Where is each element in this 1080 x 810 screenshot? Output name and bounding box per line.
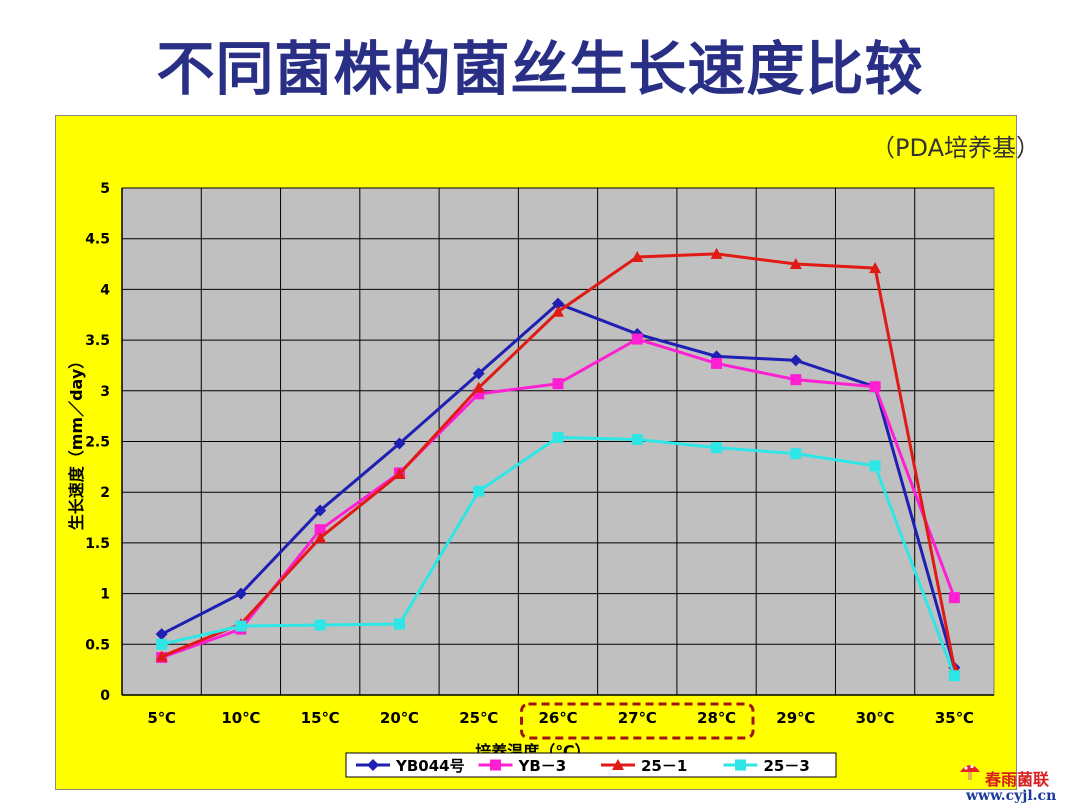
data-point-series-2 [711,357,723,369]
mushroom-logo-icon [960,764,980,780]
data-point-series-4 [552,431,564,443]
y-tick-label: 0.5 [85,637,110,653]
line-chart: 0 0.5 1 1.5 2 2.5 3 3.5 4 4.5 5 5℃ 10℃ 15℃ 20℃ 25℃ 26℃ 27… [67,181,995,778]
x-tick-label: 27℃ [618,709,657,727]
legend-marker-1 [367,759,379,771]
y-tick-label: 4 [100,282,110,298]
x-tick-label: 25℃ [459,709,498,727]
data-point-series-4 [869,460,881,472]
legend-marker-3 [612,759,624,770]
data-point-series-1 [789,354,802,367]
data-point-series-4 [235,620,247,632]
legend-label-4: 25－3 [764,757,810,775]
highlight-box [520,702,755,740]
data-point-series-3 [472,381,485,393]
y-tick-label: 1.5 [85,536,110,552]
data-point-series-1 [155,628,168,641]
data-point-series-1 [393,437,406,450]
slide-title: 不同菌株的菌丝生长速度比较 [156,35,924,103]
x-tick-label: 20℃ [380,709,419,727]
data-point-series-4 [948,670,960,682]
x-tick-label: 26℃ [538,709,577,727]
data-point-series-1 [234,587,247,600]
chart-panel: 0 0.5 1 1.5 2 2.5 3 3.5 4 4.5 5 5℃ 10℃ 15℃ 20℃ 25℃ 26℃ 27… [55,115,1017,790]
data-point-series-4 [393,618,405,630]
data-point-series-3 [869,262,882,274]
x-tick-label: 29℃ [776,709,815,727]
y-tick-label: 2 [100,485,110,501]
data-point-series-3 [710,247,723,259]
y-tick-label: 4.5 [85,232,110,248]
data-point-series-2 [314,524,326,536]
x-tick-label: 5℃ [147,709,176,727]
data-point-series-2 [869,381,881,393]
data-point-series-3 [789,258,802,270]
legend-marker-2 [490,759,501,771]
y-tick-label: 1 [100,587,110,603]
y-axis-title: 生长速度（mm／day） [67,353,86,531]
culture-medium-note: （PDA培养基） [871,134,1040,162]
data-point-series-3 [631,250,644,262]
data-point-series-2 [948,592,960,604]
data-point-series-1 [314,504,327,517]
data-point-series-3 [314,531,327,543]
data-point-series-3 [552,305,564,317]
data-point-series-2 [631,333,643,345]
y-tick-label: 3 [100,384,110,400]
data-point-series-1 [472,367,485,380]
data-point-series-4 [473,485,485,497]
x-tick-label: 30℃ [856,709,895,727]
legend-label-2: YB－3 [518,757,567,775]
x-tick-label: 28℃ [697,709,736,727]
data-point-series-4 [156,638,168,650]
data-point-series-1 [552,297,564,310]
data-point-series-2 [552,378,564,390]
y-tick-label: 3.5 [85,333,110,349]
data-point-series-2 [790,374,802,386]
data-point-series-3 [155,650,168,662]
legend-label-3: 25－1 [641,757,687,775]
x-tick-label: 10℃ [221,709,260,727]
legend-marker-4 [735,759,746,771]
data-point-series-4 [790,448,802,460]
y-tick-label: 0 [100,688,110,704]
data-point-series-4 [314,619,326,631]
x-tick-label: 35℃ [935,709,974,727]
watermark-url: www.cyjl.cn [966,788,1057,804]
x-tick-label: 15℃ [301,709,340,727]
legend-label-1: YB044号 [395,757,465,775]
data-point-series-4 [631,433,643,445]
data-point-series-2 [473,388,485,400]
y-tick-label: 2.5 [85,435,110,451]
watermark-name: 春雨菌联 [985,770,1050,789]
data-point-series-4 [711,442,723,454]
data-point-series-3 [393,467,406,479]
y-tick-label: 5 [100,181,110,197]
